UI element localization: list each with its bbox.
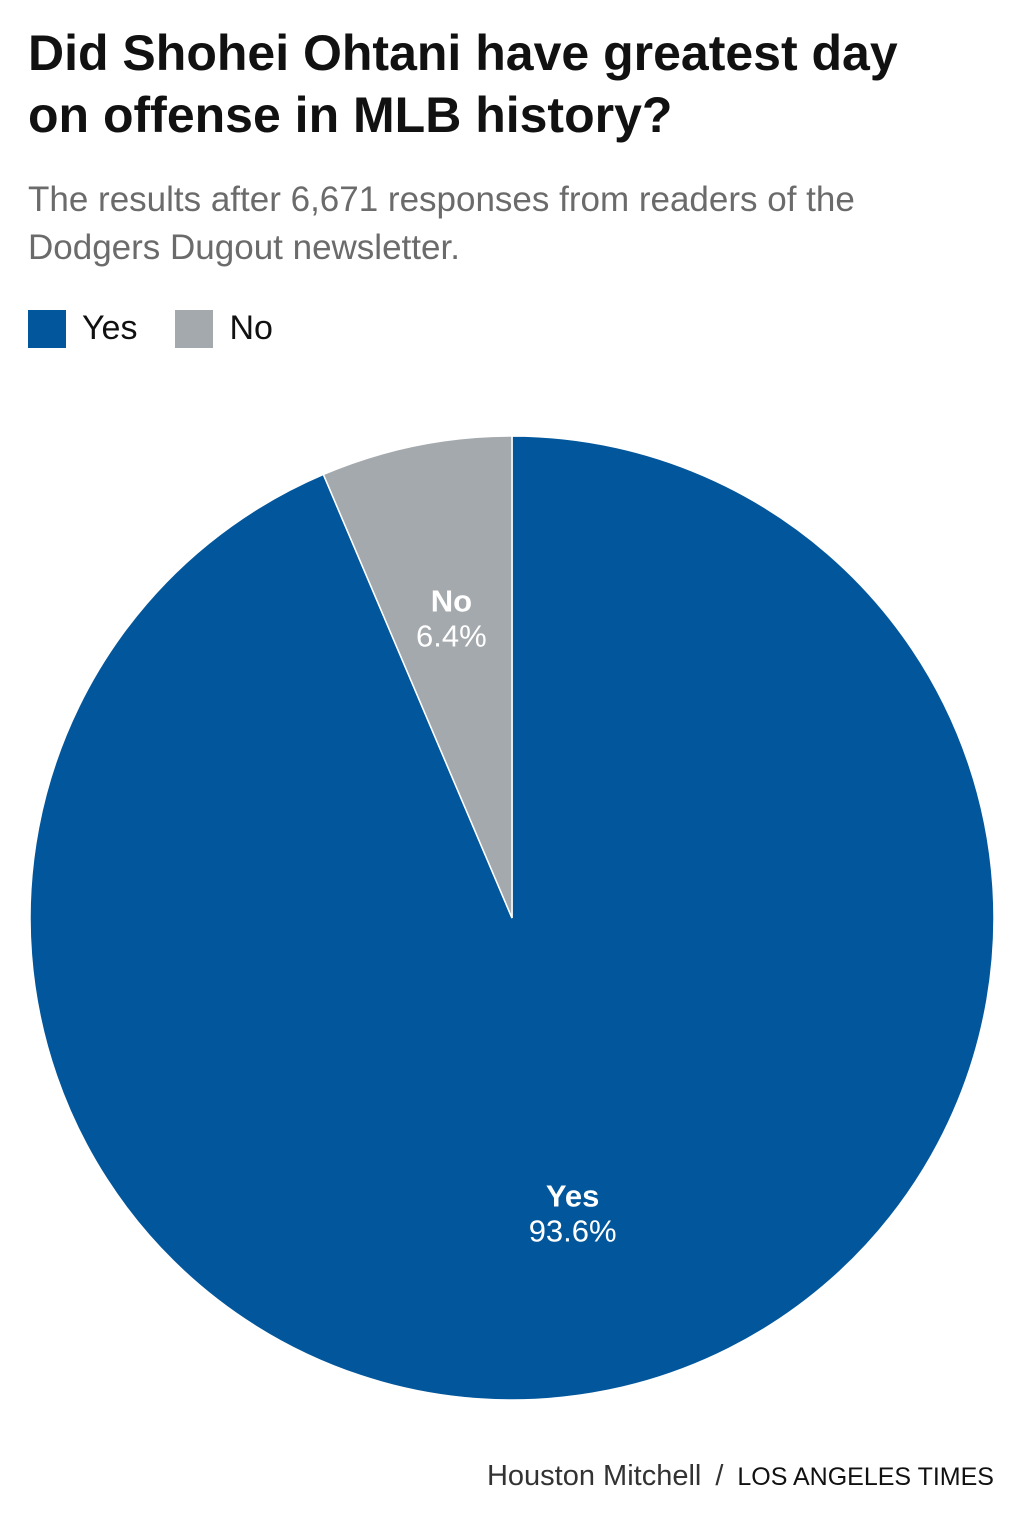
legend-item: Yes: [28, 309, 137, 348]
legend-swatch: [28, 309, 66, 348]
pie-slice: [322, 435, 513, 919]
credit-author: Houston Mitchell: [486, 1460, 702, 1492]
legend-swatch: [175, 309, 214, 348]
legend: Yes No: [28, 309, 311, 348]
legend-label: Yes: [82, 309, 138, 347]
credit-separator: /: [715, 1460, 724, 1492]
slice-category-label: No: [431, 584, 472, 619]
chart-title: Did Shohei Ohtani have greatest day on o…: [28, 25, 898, 143]
slice-value-label: 6.4%: [416, 619, 487, 654]
legend-item: No: [175, 309, 273, 348]
credit-publisher: LOS ANGELES TIMES: [737, 1463, 994, 1491]
slice-value-label: 93.6%: [529, 1214, 617, 1249]
credit: Houston Mitchell / LOS ANGELES TIMES: [487, 1460, 994, 1493]
legend-label: No: [229, 309, 273, 347]
chart-subtitle: The results after 6,671 responses from r…: [28, 180, 855, 267]
slice-category-label: Yes: [546, 1179, 599, 1214]
